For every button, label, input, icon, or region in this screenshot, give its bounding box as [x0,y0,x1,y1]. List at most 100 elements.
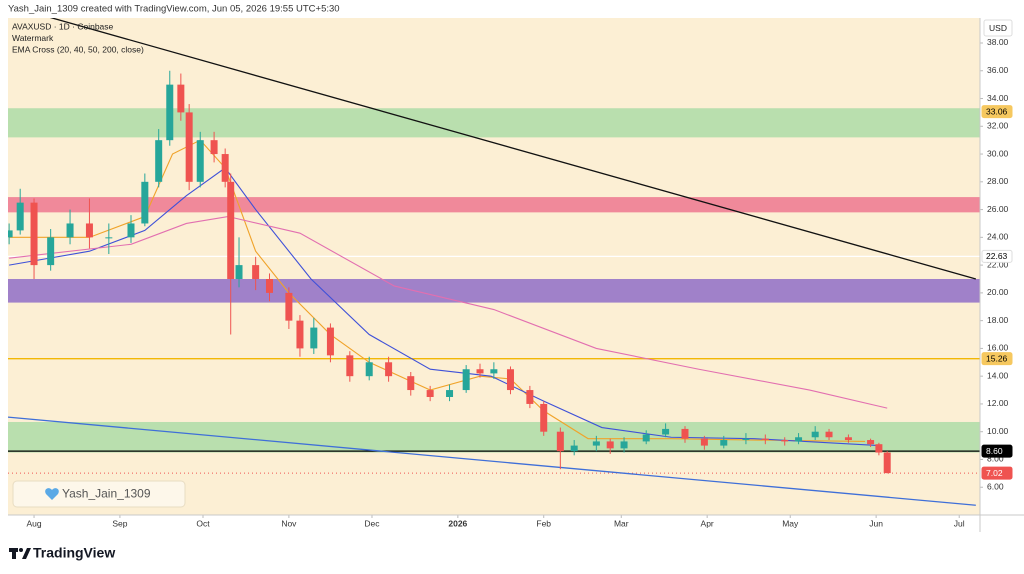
x-tick-label: Jun [869,518,883,528]
x-tick-label: Jul [954,518,965,528]
candle-body [620,441,628,449]
candle-body [141,181,149,224]
price-label: 22.63 [986,251,1008,261]
candle-body [526,390,534,404]
candle-body [8,230,13,238]
zone [8,278,980,303]
candle-body [875,444,883,453]
candle-body [85,223,93,238]
candle-body [310,327,318,349]
y-tick-label: 12.00 [987,398,1009,408]
candle-body [446,390,454,397]
candle-body [326,327,334,356]
y-tick-label: 36.00 [987,65,1009,75]
x-tick-label: Apr [701,518,714,528]
candle-body [795,437,803,442]
candle-body [196,140,204,182]
candle-body [867,440,875,445]
y-tick-label: 38.00 [987,37,1009,47]
y-tick-label: 28.00 [987,176,1009,186]
y-tick-label: 18.00 [987,315,1009,325]
plot [8,18,980,506]
price-label-bg [981,352,1013,366]
x-tick-label: Nov [281,518,297,528]
y-tick-label: 14.00 [987,370,1009,380]
tv-logo [9,548,31,559]
ema-line [9,139,866,442]
price-label: 33.06 [986,106,1008,116]
candle-body [385,362,393,377]
candle-body [462,369,470,391]
candle-body [781,440,789,442]
symbol: AVAXUSD · 1D · Coinbase [12,21,114,31]
y-tick-label: 30.00 [987,148,1009,158]
currency: USD [989,23,1007,33]
candle-body [556,431,564,452]
watermark: Yash_Jain_1309 [62,487,151,501]
y-tick-label: 32.00 [987,121,1009,131]
trend-line [49,18,977,280]
candle-body [825,431,833,438]
heart-icon [45,488,59,500]
x-tick-label: Sep [112,518,127,528]
candle-body [844,437,852,441]
candle-body [235,265,243,279]
candle-body [490,369,498,374]
candle-body [166,84,174,141]
zone [8,197,980,213]
y-tick-label: 22.00 [987,259,1009,269]
y-tick-label: 6.00 [987,481,1004,491]
zone [8,108,980,138]
candle-body [285,292,293,321]
y-tick-label: 34.00 [987,93,1009,103]
x-tick-label: Aug [26,518,41,528]
y-tick-label: 20.00 [987,287,1009,297]
trend-line [8,416,976,506]
x-tick-label: Dec [364,518,380,528]
price-label-bg [981,444,1013,458]
watermark-box [12,480,186,508]
x-tick-label: Oct [196,518,210,528]
candle-body [47,237,55,266]
candle-body [407,376,415,391]
candle-body [66,223,74,238]
candle-body [570,445,578,452]
y-tick-label: 10.00 [987,426,1009,436]
candle-body [642,434,650,442]
price-label: 7.02 [986,468,1003,478]
price-label-bg [981,249,1013,263]
candle-body [221,154,229,182]
candle-body [127,223,135,238]
candle-body [185,112,193,182]
candle-body [177,84,185,113]
candle-body [296,320,304,349]
price-label: 8.60 [986,446,1003,456]
candle-body [155,140,163,182]
price-label-bg [981,105,1013,119]
ema-line [9,167,879,447]
candle-body [476,369,484,374]
candle-body [742,438,750,441]
candle-body [30,202,38,266]
candle-body [365,362,373,377]
brand: TradingView [33,545,115,561]
candle-body [346,355,354,377]
logo-part [12,548,16,559]
price-label: 15.26 [986,353,1008,363]
x-tick-label: 2026 [448,518,467,528]
candle-body [662,428,670,435]
candle-body [265,278,273,293]
price-label-bg [981,466,1013,480]
candle-body [811,431,819,438]
candle-body [720,440,728,446]
x-tick-label: Mar [614,518,629,528]
y-tick-label: 16.00 [987,343,1009,353]
candle-body [681,428,689,439]
y-tick-label: 8.00 [987,454,1004,464]
x-tick-label: Feb [536,518,551,528]
indicator: EMA Cross (20, 40, 50, 200, close) [12,44,144,54]
x-tick-label: May [782,518,799,528]
ema-line [9,215,888,409]
